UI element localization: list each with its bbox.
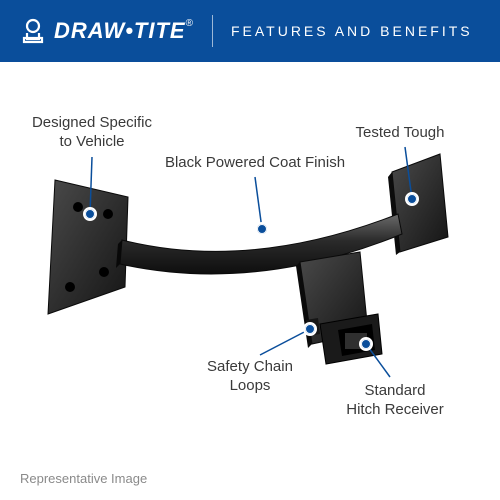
brand-logo: DRAW•TITE® [20,18,194,44]
callout-marker-safety [303,322,317,336]
callout-label-designed: Designed Specificto Vehicle [22,114,162,152]
header-bar: DRAW•TITE® FEATURES AND BENEFITS [0,0,500,62]
header-subtitle: FEATURES AND BENEFITS [231,23,473,39]
brand-name: DRAW•TITE® [54,18,194,44]
header-divider [212,15,213,47]
diagram-canvas: Designed Specificto Vehicle Black Powere… [0,62,500,460]
footer-note: Representative Image [20,471,147,486]
callout-marker-tested [405,192,419,206]
callout-marker-receiver [359,337,373,351]
callout-label-black-finish: Black Powered Coat Finish [150,154,360,173]
callout-label-receiver: StandardHitch Receiver [330,382,460,420]
callout-marker-designed [83,207,97,221]
callout-marker-black-finish [255,222,269,236]
callout-label-tested: Tested Tough [340,124,460,143]
callout-label-safety: Safety ChainLoops [195,358,305,396]
hitch-ball-icon [20,18,46,44]
